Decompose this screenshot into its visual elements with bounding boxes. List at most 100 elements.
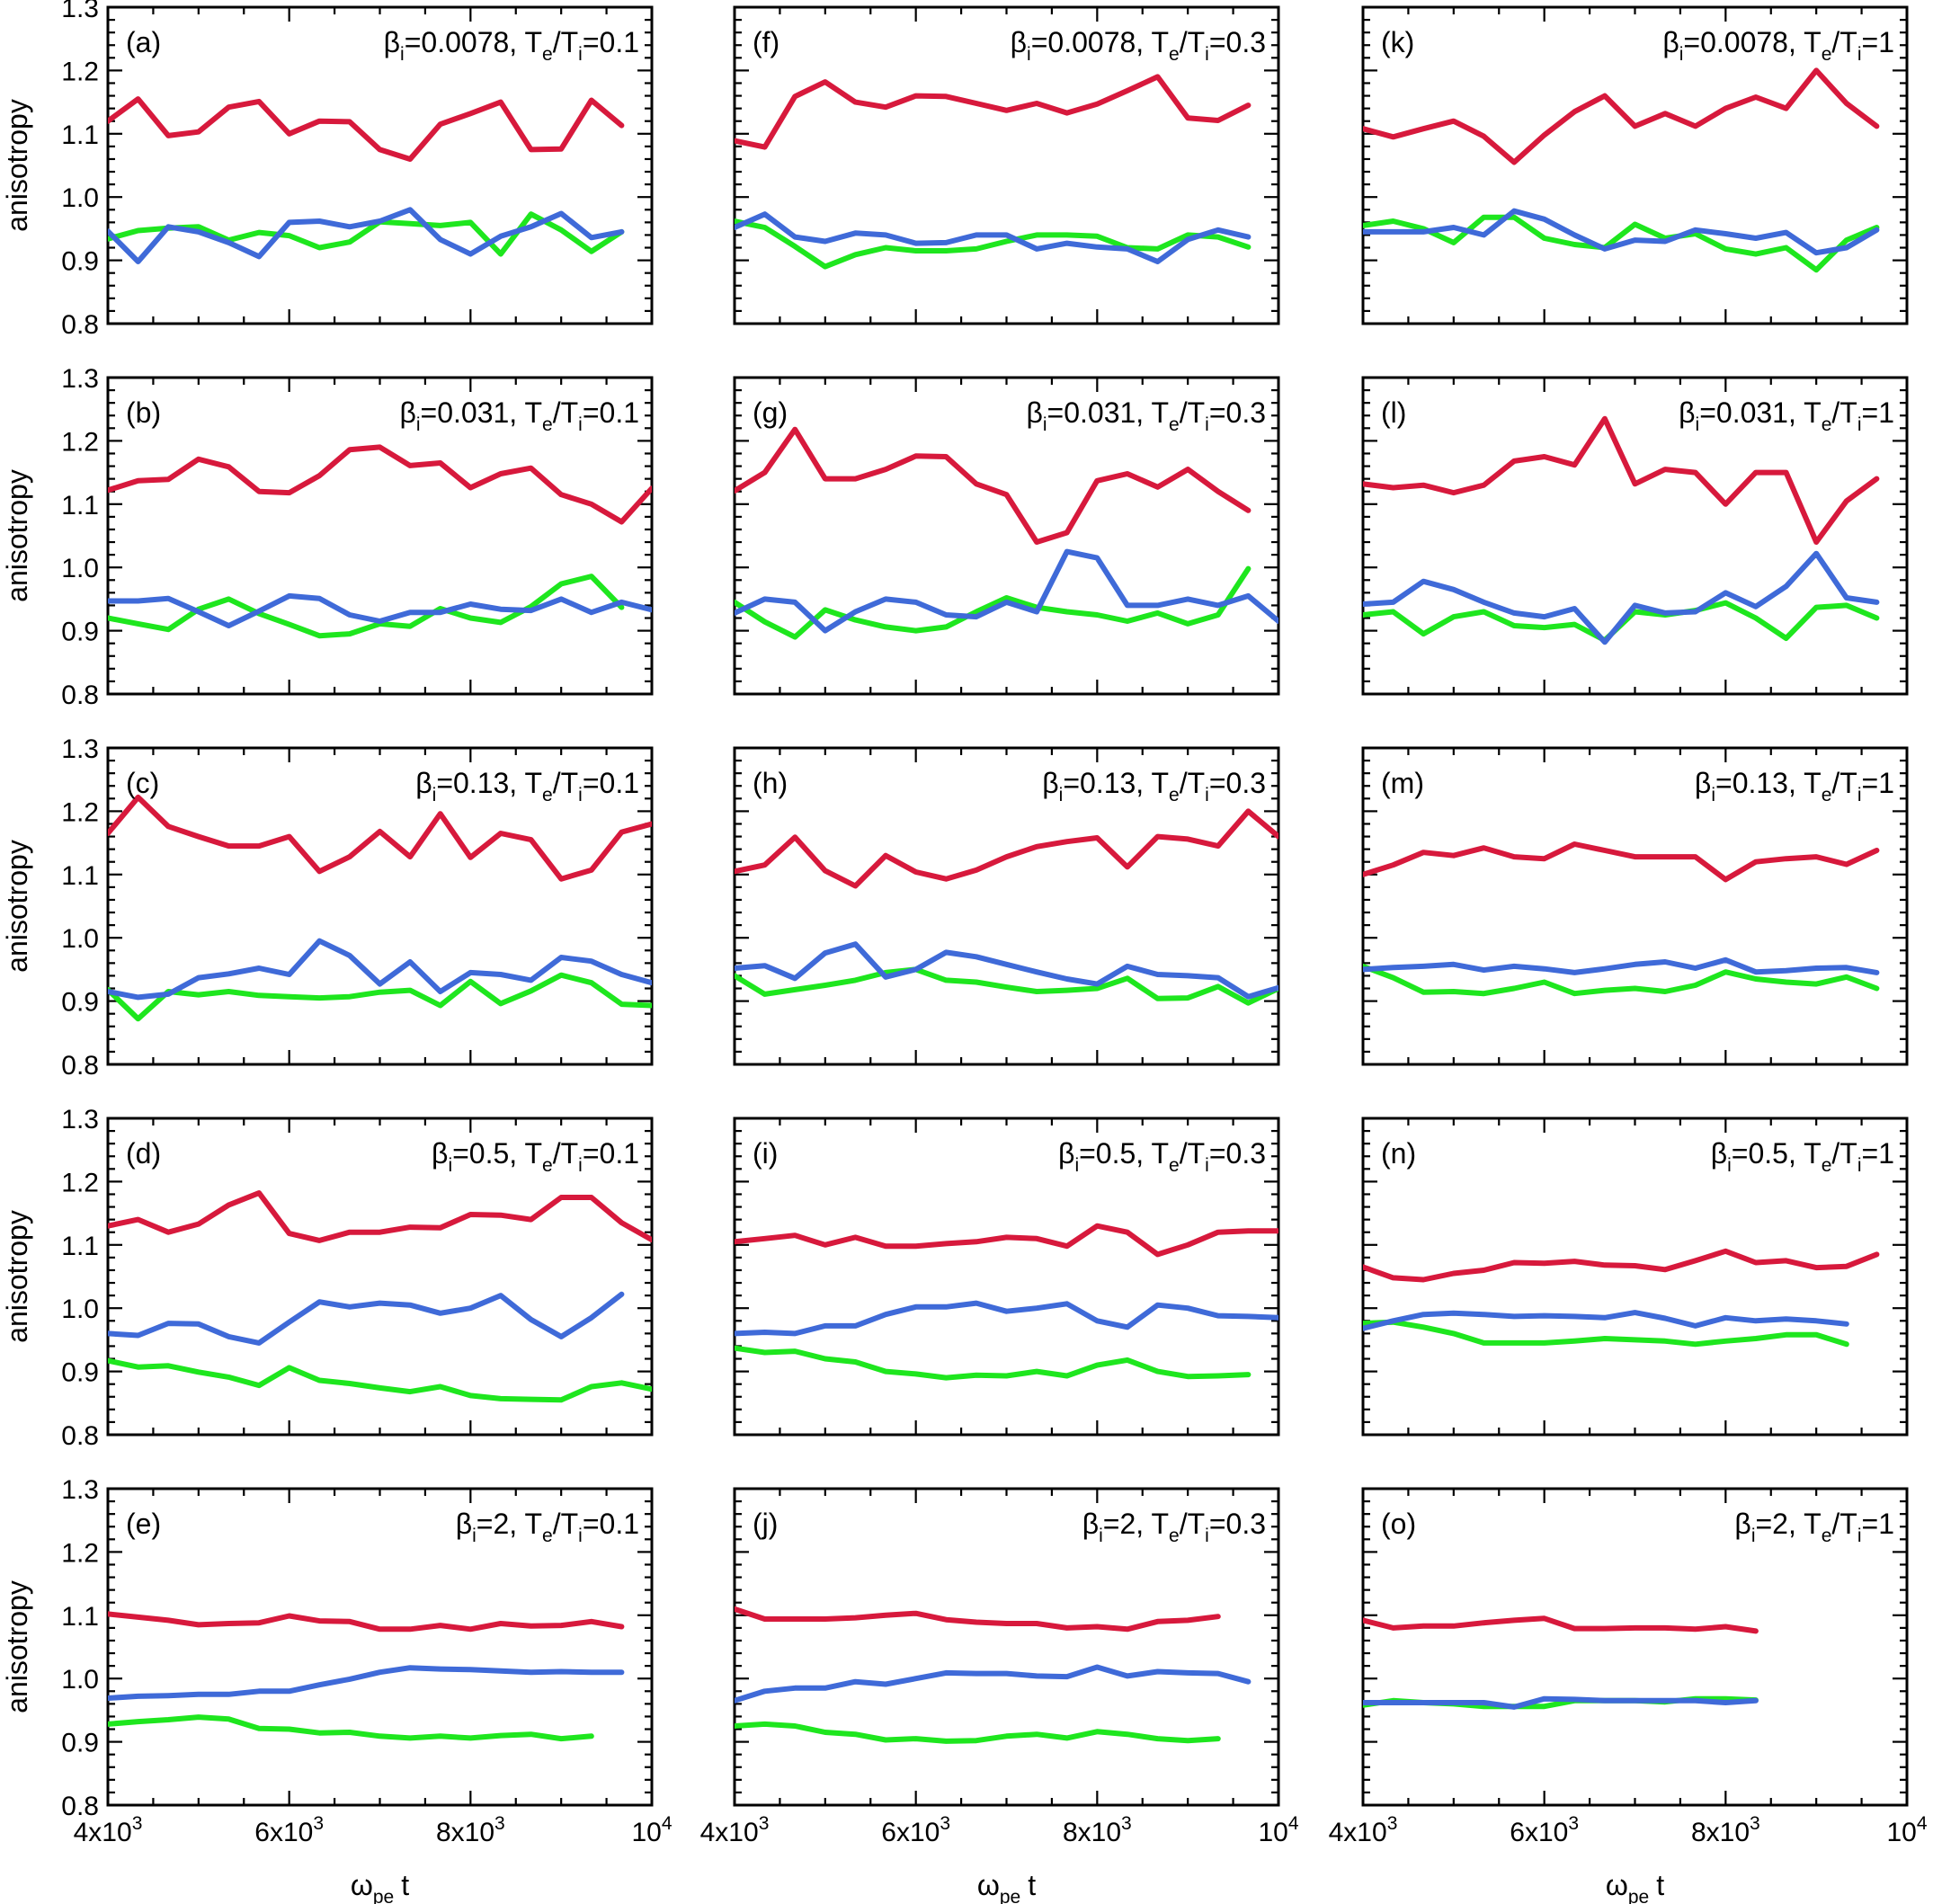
panel-label: (b) bbox=[126, 396, 161, 429]
panel-label: (n) bbox=[1381, 1137, 1416, 1170]
y-tick-label: 0.9 bbox=[61, 1358, 99, 1388]
y-tick-label: 1.0 bbox=[61, 1295, 99, 1324]
series-line-green bbox=[735, 1345, 1252, 1381]
panel: (i) βi=0.5, Te/Ti=0.3 bbox=[733, 1117, 1280, 1437]
panel-parameters: βi=0.0078, Te/Ti=0.1 bbox=[384, 26, 639, 65]
series-line-blue bbox=[1363, 550, 1880, 645]
series-line-blue bbox=[108, 938, 652, 1001]
panel-parameters: βi=2, Te/Ti=1 bbox=[1734, 1508, 1894, 1546]
y-tick-label: 1.0 bbox=[61, 183, 99, 213]
panel-label: (j) bbox=[753, 1508, 778, 1540]
series-line-green bbox=[108, 211, 625, 257]
y-tick-label: 0.9 bbox=[61, 247, 99, 277]
series-line-blue bbox=[1363, 1310, 1849, 1331]
y-tick-label: 1.1 bbox=[61, 1232, 99, 1261]
series-line-red bbox=[1363, 415, 1880, 545]
y-tick-label: 1.1 bbox=[61, 861, 99, 891]
y-tick-label: 1.1 bbox=[61, 120, 99, 150]
series-line-red bbox=[1363, 1248, 1880, 1283]
panel-parameters: βi=2, Te/Ti=0.3 bbox=[1082, 1508, 1266, 1546]
y-tick-label: 1.0 bbox=[61, 1665, 99, 1695]
y-axis-title: anisotropy bbox=[1, 840, 33, 973]
series-line-blue bbox=[735, 1300, 1278, 1337]
panel: 0.8 0.9 1.0 1.1 1.2 1.3 anisotropy (d) βi=0.5, T… bbox=[1, 1105, 654, 1451]
panel-label: (e) bbox=[126, 1508, 161, 1540]
y-tick-label: 1.2 bbox=[61, 1168, 99, 1197]
series-line-red bbox=[1363, 841, 1880, 883]
series-line-blue bbox=[108, 1665, 625, 1701]
series-line-red bbox=[1363, 1615, 1759, 1634]
y-tick-label: 0.8 bbox=[61, 681, 99, 710]
panel-parameters: βi=0.13, Te/Ti=0.1 bbox=[415, 767, 639, 805]
panel-parameters: βi=0.5, Te/Ti=0.1 bbox=[432, 1137, 639, 1176]
panel-parameters: βi=0.031, Te/Ti=0.1 bbox=[399, 396, 639, 435]
series-line-green bbox=[735, 1721, 1221, 1744]
panel-label: (i) bbox=[753, 1137, 778, 1170]
series-line-green bbox=[1363, 214, 1880, 273]
panel-parameters: βi=0.031, Te/Ti=0.3 bbox=[1026, 396, 1266, 435]
panel-label: (f) bbox=[753, 26, 779, 58]
panel-label: (h) bbox=[753, 767, 788, 799]
series-line-red bbox=[108, 1190, 652, 1243]
series-line-red bbox=[735, 808, 1278, 889]
panel: (h) βi=0.13, Te/Ti=0.3 bbox=[733, 746, 1280, 1066]
x-tick-label: 104 bbox=[1258, 1813, 1298, 1847]
y-tick-label: 0.8 bbox=[61, 1792, 99, 1821]
series-line-green bbox=[735, 218, 1252, 270]
y-tick-label: 0.8 bbox=[61, 1051, 99, 1081]
panel: (g) βi=0.031, Te/Ti=0.3 bbox=[733, 376, 1280, 696]
x-tick-label: 104 bbox=[1886, 1813, 1927, 1847]
series-line-green bbox=[108, 574, 625, 639]
y-tick-label: 0.8 bbox=[61, 310, 99, 340]
y-tick-label: 0.8 bbox=[61, 1421, 99, 1451]
series-line-blue bbox=[735, 1664, 1252, 1704]
series-line-red bbox=[108, 96, 625, 162]
panel-parameters: βi=0.5, Te/Ti=1 bbox=[1711, 1137, 1894, 1176]
y-tick-label: 1.2 bbox=[61, 427, 99, 457]
panel-parameters: βi=0.5, Te/Ti=0.3 bbox=[1058, 1137, 1266, 1176]
y-tick-label: 1.0 bbox=[61, 554, 99, 583]
y-axis-title: anisotropy bbox=[1, 469, 33, 602]
y-axis-title: anisotropy bbox=[1, 99, 33, 232]
panel: (l) βi=0.031, Te/Ti=1 bbox=[1361, 376, 1909, 696]
panel: 0.8 0.9 1.0 1.1 1.2 1.3 anisotropy (a) βi=0.0078… bbox=[1, 0, 654, 340]
panel-label: (m) bbox=[1381, 767, 1424, 799]
panel-parameters: βi=0.13, Te/Ti=0.3 bbox=[1042, 767, 1266, 805]
panel-label: (c) bbox=[126, 767, 159, 799]
x-tick-label: 104 bbox=[631, 1813, 672, 1847]
y-tick-label: 0.9 bbox=[61, 988, 99, 1018]
series-line-blue bbox=[735, 211, 1252, 264]
series-line-red bbox=[735, 426, 1252, 545]
x-axis-title: ωpe t bbox=[1606, 1869, 1664, 1904]
panel: (k) βi=0.0078, Te/Ti=1 bbox=[1361, 5, 1909, 325]
panel-label: (d) bbox=[126, 1137, 161, 1170]
panel-parameters: βi=0.0078, Te/Ti=0.3 bbox=[1011, 26, 1266, 65]
series-line-red bbox=[108, 794, 652, 882]
panel-label: (l) bbox=[1381, 396, 1406, 429]
panel-parameters: βi=2, Te/Ti=0.1 bbox=[456, 1508, 639, 1546]
panel: (f) βi=0.0078, Te/Ti=0.3 bbox=[733, 5, 1280, 325]
y-tick-label: 1.0 bbox=[61, 924, 99, 954]
panel: 0.8 0.9 1.0 1.1 1.2 1.3 anisotropy (b) βi=0.031,… bbox=[1, 364, 654, 710]
series-line-red bbox=[108, 444, 652, 525]
panel-parameters: βi=0.13, Te/Ti=1 bbox=[1695, 767, 1894, 805]
panel: (m) βi=0.13, Te/Ti=1 bbox=[1361, 746, 1909, 1066]
y-tick-label: 1.2 bbox=[61, 57, 99, 86]
series-line-blue bbox=[1363, 1695, 1759, 1710]
series-line-blue bbox=[1363, 208, 1880, 256]
x-tick-label: 6x103 bbox=[881, 1813, 950, 1847]
y-axis-title: anisotropy bbox=[1, 1210, 33, 1343]
y-tick-label: 1.3 bbox=[61, 1105, 99, 1134]
x-tick-label: 6x103 bbox=[254, 1813, 324, 1847]
x-axis-title: ωpe t bbox=[351, 1869, 409, 1904]
panel-parameters: βi=0.0078, Te/Ti=1 bbox=[1662, 26, 1894, 65]
y-tick-label: 0.9 bbox=[61, 1729, 99, 1758]
y-tick-label: 1.2 bbox=[61, 1538, 99, 1568]
x-tick-label: 8x103 bbox=[1063, 1813, 1132, 1847]
y-tick-label: 1.3 bbox=[61, 0, 99, 23]
series-line-green bbox=[1363, 963, 1880, 997]
series-line-green bbox=[1363, 1319, 1849, 1348]
series-line-blue bbox=[1363, 956, 1880, 975]
panel-label: (a) bbox=[126, 26, 161, 58]
